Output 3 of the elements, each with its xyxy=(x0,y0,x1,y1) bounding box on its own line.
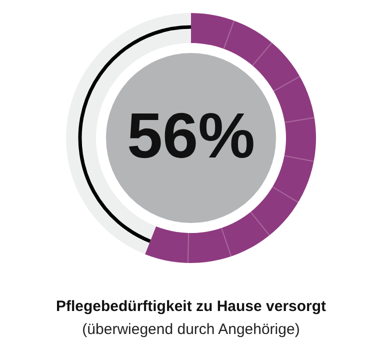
data-label: 56% xyxy=(126,100,256,172)
text: (überwiegend durch Angehörige) xyxy=(81,321,301,338)
text: Pflegebedürftigkeit zu Hause versorgt xyxy=(54,298,328,315)
